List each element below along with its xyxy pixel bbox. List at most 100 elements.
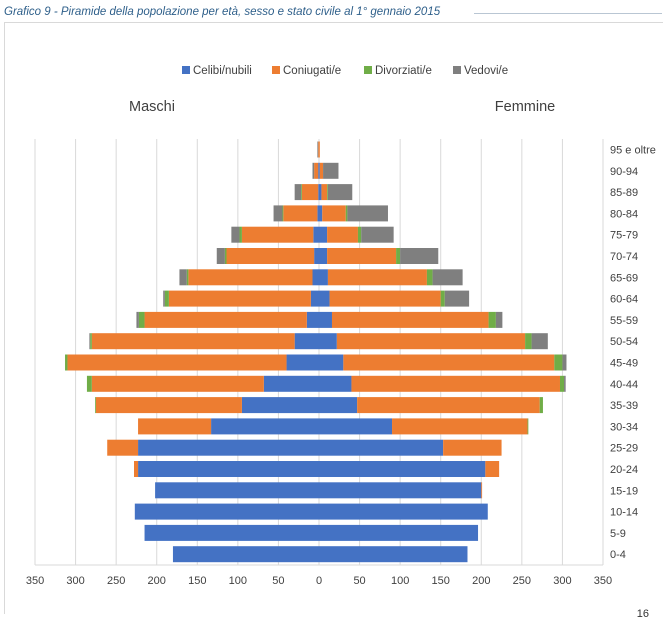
bar-femmine: [327, 184, 353, 201]
bar-femmine: [319, 162, 320, 179]
bar-femmine: [319, 546, 468, 563]
legend-label: Vedovi/e: [464, 65, 508, 77]
bar-maschi: [224, 248, 227, 264]
population-pyramid-chart: 350 300 250 200 150 100 50 0 50 100 150 200 250 300 35…: [26, 65, 656, 587]
bar-femmine: [319, 162, 324, 179]
bar-maschi: [186, 269, 189, 286]
bar-maschi: [89, 333, 91, 350]
bar-femmine: [443, 439, 502, 456]
bar-maschi: [241, 397, 319, 414]
bar-maschi: [282, 205, 284, 222]
label-maschi: Maschi: [129, 99, 175, 115]
bar-femmine: [347, 205, 388, 222]
category-label: 85-89: [610, 187, 638, 199]
category-label: 95 e oltre: [610, 145, 656, 157]
bar-femmine: [357, 397, 540, 414]
x-tick-label: 0: [316, 575, 322, 587]
bar-femmine: [345, 205, 348, 222]
category-label: 10-14: [610, 507, 638, 519]
bar-femmine: [319, 418, 393, 435]
category-label: 70-74: [610, 251, 638, 263]
bar-femmine: [319, 503, 488, 520]
bar-femmine: [327, 226, 358, 243]
bar-femmine: [525, 333, 532, 350]
bar-maschi: [138, 311, 145, 328]
category-label: 35-39: [610, 400, 638, 412]
bar-femmine: [323, 162, 339, 179]
chart-frame: 350 300 250 200 150 100 50 0 50 100 150 200 250 300 35…: [4, 22, 663, 614]
bar-maschi: [67, 354, 287, 371]
bar-femmine: [343, 354, 555, 371]
category-label: 30-34: [610, 421, 638, 433]
bar-maschi: [216, 248, 225, 264]
category-label: 40-44: [610, 379, 638, 391]
chart-caption: Grafico 9 - Piramide della popolazione p…: [4, 6, 441, 18]
bar-femmine: [396, 248, 401, 264]
bar-femmine: [319, 397, 358, 414]
bar-femmine: [319, 375, 352, 392]
bar-maschi: [211, 418, 319, 435]
bar-maschi: [95, 397, 242, 414]
caption-rule: [474, 13, 662, 14]
legend-swatch: [364, 66, 372, 74]
bar-femmine: [319, 311, 332, 328]
bar-femmine: [331, 311, 489, 328]
label-femmine: Femmine: [495, 99, 555, 115]
bar-femmine: [321, 184, 328, 201]
category-label: 55-59: [610, 315, 638, 327]
bar-femmine: [351, 375, 560, 392]
bar-maschi: [90, 333, 92, 350]
legend-label: Divorziati/e: [375, 65, 432, 77]
bar-femmine: [319, 354, 344, 371]
bar-maschi: [136, 311, 139, 328]
bar-femmine: [531, 333, 548, 350]
bar-femmine: [357, 226, 362, 243]
bar-maschi: [313, 226, 319, 243]
bar-maschi: [179, 269, 187, 286]
bar-maschi: [310, 290, 319, 307]
bar-maschi: [188, 269, 313, 286]
category-label: 25-29: [610, 443, 638, 455]
bar-maschi: [107, 439, 139, 456]
bar-maschi: [263, 375, 319, 392]
legend-swatch: [182, 66, 190, 74]
bar-maschi: [317, 205, 319, 222]
bar-maschi: [314, 248, 319, 264]
bar-femmine: [444, 290, 470, 307]
bar-femmine: [495, 311, 503, 328]
x-tick-label: 200: [148, 575, 166, 587]
bar-maschi: [241, 226, 314, 243]
bar-maschi: [86, 375, 92, 392]
bar-femmine: [319, 290, 330, 307]
bar-maschi: [318, 162, 319, 179]
bar-maschi: [163, 290, 165, 307]
bar-maschi: [318, 141, 319, 158]
bar-femmine: [485, 461, 500, 477]
bar-femmine: [432, 269, 463, 286]
bar-maschi: [144, 524, 319, 541]
category-label: 65-69: [610, 272, 638, 284]
bar-maschi: [294, 184, 302, 201]
category-label: 45-49: [610, 358, 638, 370]
legend-label: Coniugati/e: [283, 65, 341, 77]
bar-maschi: [312, 162, 315, 179]
x-tick-label: 50: [272, 575, 284, 587]
bar-femmine: [319, 461, 486, 477]
bar-maschi: [144, 311, 307, 328]
category-label: 75-79: [610, 230, 638, 242]
bar-femmine: [319, 248, 328, 264]
bar-maschi: [134, 503, 319, 520]
category-label: 60-64: [610, 294, 638, 306]
bar-femmine: [481, 482, 483, 499]
bar-maschi: [314, 162, 319, 179]
bar-femmine: [400, 248, 439, 264]
bar-femmine: [319, 333, 337, 350]
x-tick-label: 150: [432, 575, 450, 587]
bar-maschi: [301, 184, 302, 201]
x-tick-label: 350: [26, 575, 44, 587]
bar-femmine: [559, 375, 565, 392]
bar-maschi: [95, 397, 96, 414]
bar-maschi: [138, 461, 319, 477]
bar-maschi: [301, 184, 319, 201]
x-tick-label: 50: [353, 575, 365, 587]
